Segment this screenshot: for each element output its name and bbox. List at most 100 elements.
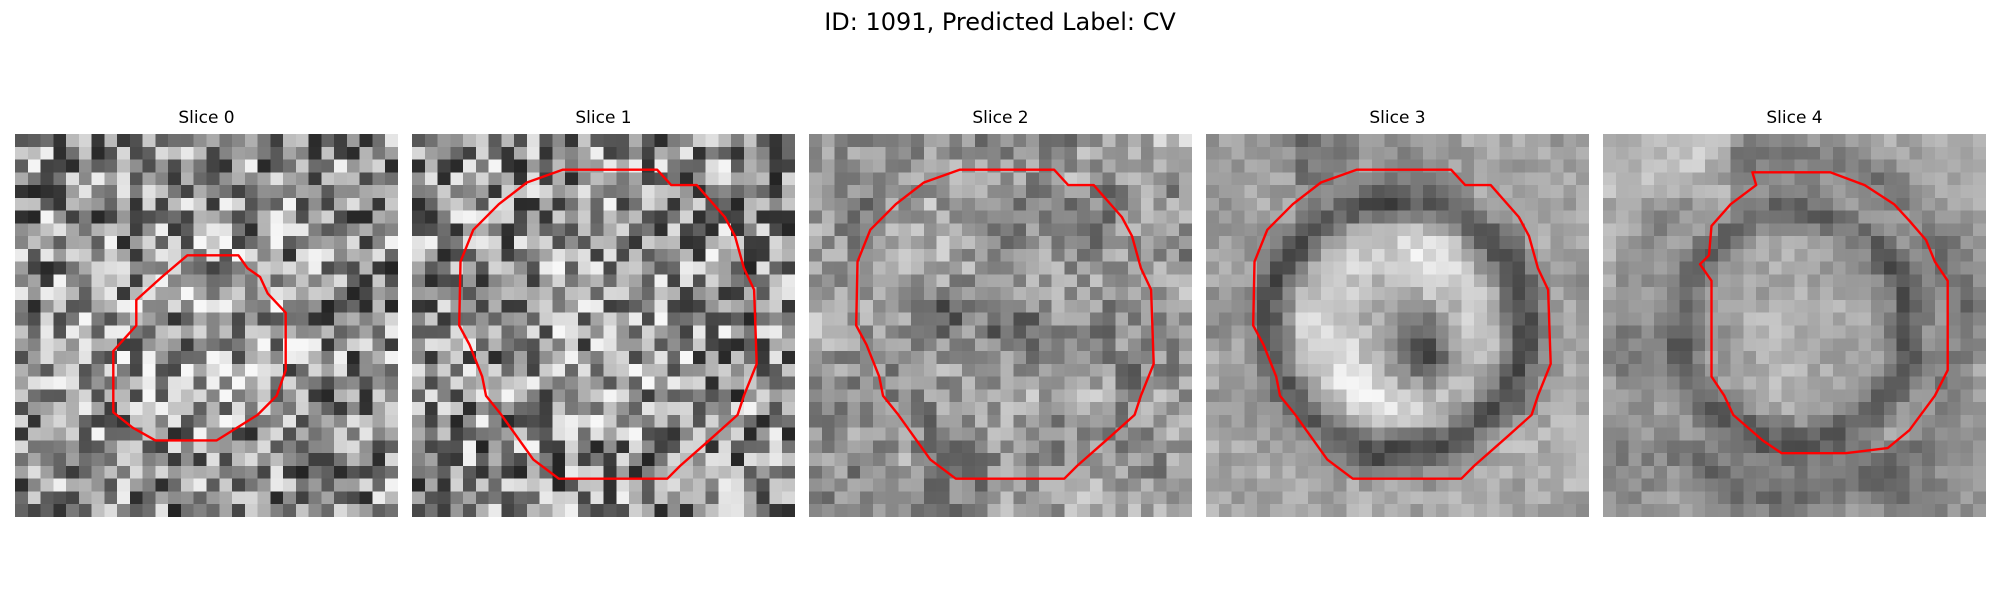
pixel-cell — [180, 223, 194, 237]
pixel-cell — [705, 325, 719, 339]
pixel-cell — [885, 504, 899, 517]
pixel-cell — [1883, 402, 1897, 416]
pixel-cell — [1218, 325, 1232, 339]
pixel-cell — [860, 261, 873, 275]
pixel-cell — [1013, 402, 1027, 416]
pixel-cell — [769, 491, 783, 505]
pixel-cell — [1115, 427, 1129, 441]
pixel-cell — [1128, 491, 1142, 505]
pixel-cell — [66, 465, 79, 479]
pixel-cell — [987, 389, 1001, 403]
pixel-cell — [232, 197, 245, 211]
pixel-cell — [359, 287, 373, 301]
pixel-cell — [616, 414, 630, 428]
pixel-cell — [603, 465, 617, 479]
pixel-cell — [91, 351, 105, 364]
pixel-cell — [616, 325, 630, 339]
pixel-cell — [1743, 287, 1757, 301]
pixel-cell — [654, 402, 668, 416]
pixel-cell — [641, 287, 655, 301]
pixel-cell — [872, 223, 886, 237]
pixel-cell — [142, 363, 156, 377]
pixel-cell — [936, 440, 950, 454]
pixel-cell — [1537, 389, 1551, 403]
pixel-cell — [180, 465, 194, 479]
pixel-cell — [104, 185, 118, 198]
pixel-cell — [1128, 312, 1142, 326]
pixel-cell — [1832, 159, 1846, 173]
pixel-cell — [1295, 427, 1309, 441]
pixel-cell — [142, 351, 156, 364]
pixel-cell — [1333, 465, 1347, 479]
pixel-cell — [1832, 465, 1846, 479]
pixel-cell — [1512, 325, 1526, 339]
pixel-cell — [129, 287, 143, 301]
pixel-cell — [372, 338, 386, 352]
pixel-cell — [1922, 504, 1936, 517]
pixel-cell — [1666, 248, 1680, 262]
pixel-cell — [974, 146, 988, 160]
pixel-cell — [847, 197, 861, 211]
pixel-cell — [104, 299, 118, 313]
pixel-cell — [680, 363, 694, 377]
pixel-cell — [1628, 159, 1642, 173]
pixel-cell — [847, 236, 861, 250]
pixel-cell — [1064, 274, 1078, 288]
pixel-cell — [1333, 453, 1347, 467]
pixel-cell — [104, 159, 118, 173]
pixel-cell — [1397, 134, 1411, 147]
pixel-cell — [1140, 185, 1154, 198]
pixel-cell — [1423, 261, 1436, 275]
pixel-cell — [1295, 287, 1309, 301]
pixel-cell — [1423, 223, 1436, 237]
pixel-cell — [1692, 338, 1706, 352]
pixel-cell — [488, 325, 502, 339]
pixel-cell — [372, 351, 386, 364]
pixel-cell — [1077, 236, 1091, 250]
pixel-cell — [616, 236, 630, 250]
pixel-cell — [1231, 261, 1245, 275]
pixel-cell — [78, 185, 92, 198]
pixel-cell — [911, 159, 925, 173]
pixel-cell — [1166, 312, 1180, 326]
pixel-cell — [1654, 491, 1667, 505]
pixel-cell — [705, 376, 719, 390]
pixel-cell — [1768, 478, 1782, 492]
pixel-cell — [1269, 427, 1283, 441]
pixel-cell — [1717, 172, 1731, 186]
pixel-cell — [1077, 261, 1091, 275]
pixel-cell — [526, 465, 540, 479]
pixel-cell — [206, 236, 220, 250]
pixel-cell — [1563, 389, 1577, 403]
pixel-cell — [117, 312, 131, 326]
pixel-cell — [692, 299, 706, 313]
pixel-cell — [885, 351, 899, 364]
pixel-cell — [308, 338, 322, 352]
pixel-cell — [1666, 287, 1680, 301]
pixel-cell — [1743, 248, 1757, 262]
pixel-cell — [1717, 261, 1731, 275]
pixel-cell — [1128, 376, 1142, 390]
pixel-cell — [539, 491, 553, 505]
pixel-cell — [308, 159, 322, 173]
pixel-cell — [1153, 478, 1167, 492]
pixel-cell — [1832, 312, 1846, 326]
pixel-cell — [1089, 491, 1103, 505]
pixel-cell — [129, 236, 143, 250]
pixel-cell — [1934, 134, 1948, 147]
pixel-cell — [104, 223, 118, 237]
pixel-cell — [552, 287, 566, 301]
pixel-cell — [1410, 185, 1424, 198]
pixel-cell — [769, 465, 783, 479]
pixel-cell — [1474, 427, 1488, 441]
pixel-cell — [654, 236, 668, 250]
pixel-cell — [450, 236, 464, 250]
pixel-cell — [15, 389, 28, 403]
pixel-cell — [847, 351, 861, 364]
pixel-cell — [270, 440, 284, 454]
pixel-cell — [244, 325, 258, 339]
pixel-cell — [949, 134, 963, 147]
pixel-cell — [718, 185, 732, 198]
pixel-cell — [782, 299, 795, 313]
pixel-cell — [1973, 274, 1986, 288]
